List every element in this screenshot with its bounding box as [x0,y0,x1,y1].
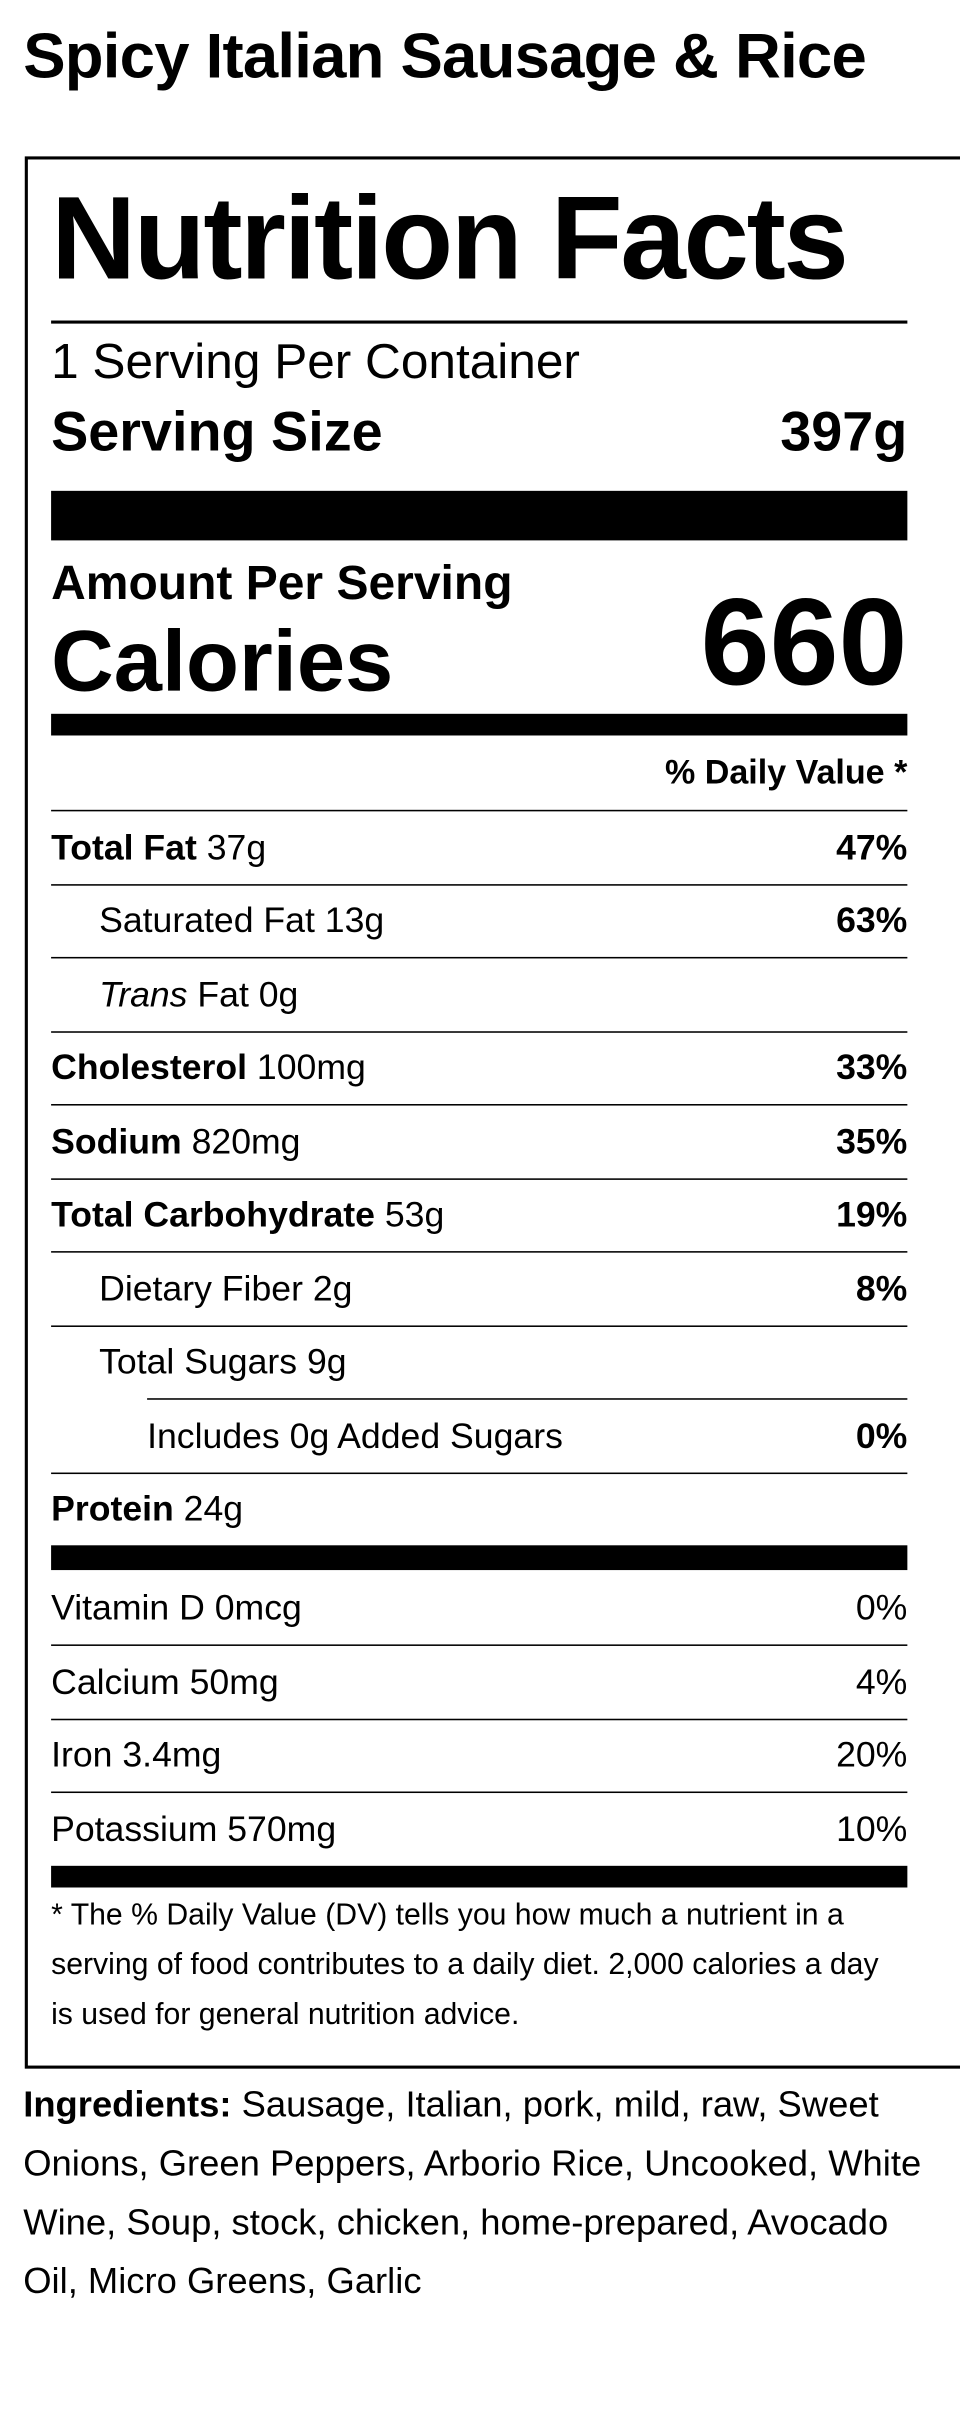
daily-value: 35% [836,1120,908,1161]
nutrient-row: Dietary Fiber 2g 8% [51,1251,907,1325]
nutrient-name: Includes 0g Added Sugars [147,1414,563,1456]
nutrient-info: Calcium 50mg [51,1661,279,1703]
nutrient-info: Saturated Fat 13g [99,900,384,942]
daily-value: 63% [836,900,908,941]
label-heading: Nutrition Facts [51,159,908,324]
nutrient-row: Iron 3.4mg 20% [51,1717,908,1792]
nutrient-info: Includes 0g Added Sugars [147,1415,563,1457]
divider [51,1545,908,1571]
divider [51,713,908,736]
nutrient-name: Vitamin D [51,1586,205,1627]
nutrient-amount: 37g [206,826,267,867]
calories: Calories 660 [51,580,907,710]
nutrient-amount: 570mg [227,1808,337,1849]
daily-value: 19% [836,1194,908,1235]
nutrient-amount: 0g [258,973,299,1014]
nutrient-name: Total Fat [51,826,197,867]
nutrient-row: Protein 24g [51,1471,908,1546]
nutrient-name: Fat [197,973,249,1014]
nutrient-info: Total Carbohydrate 53g [51,1194,444,1236]
nutrient-amount: 0mcg [214,1586,302,1627]
nutrition-label: Nutrition Facts 1 Serving Per Container … [24,156,960,2069]
daily-value: 33% [836,1047,908,1088]
divider [51,1865,908,1887]
vitamins: Vitamin D 0mcg 0% Calcium 50mg 4% Iron 3.4mg… [51,1570,907,1865]
daily-value: 0% [855,1586,908,1627]
nutrient-name: Protein [51,1488,174,1529]
nutrient-info: Iron 3.4mg [51,1735,221,1777]
nutrient-row: Includes 0g Added Sugars 0% [147,1398,907,1472]
nutrient-name: Sodium [51,1120,182,1161]
nutrient-amount: 3.4mg [122,1734,222,1775]
nutrient-row: Cholesterol 100mg 33% [51,1030,907,1104]
amount-per-serving: Amount Per Serving [51,555,513,611]
nutrient-name: Total Carbohydrate [51,1194,375,1235]
footnote: * The % Daily Value (DV) tells you how m… [51,1897,879,2031]
nutrient-row: Sodium 820mg 35% [51,1104,907,1178]
daily-value-header: % Daily Value * [664,752,908,792]
daily-value: 8% [855,1267,908,1309]
nutrient-row: Calcium 50mg 4% [51,1644,907,1718]
nutrient-row: Saturated Fat 13g 63% [51,883,907,957]
nutrient-row: Total Carbohydrate 53g 19% [51,1177,908,1252]
nutrient-info: Vitamin D 0mcg [51,1586,302,1628]
nutrient-row: Potassium 570mg 10% [51,1791,907,1865]
daily-value: 10% [836,1808,908,1849]
nutrient-info: Sodium 820mg [51,1121,300,1163]
serving-size-value: 397g [780,399,908,463]
calories-value: 660 [700,572,908,711]
nutrient-amount: 53g [384,1194,445,1235]
divider [51,490,908,541]
nutrient-amount: 820mg [191,1120,301,1161]
ingredients-text: Sausage, Italian, pork, mild, raw, Sweet… [23,2084,922,2301]
nutrient-amount: 9g [306,1341,347,1382]
nutrients: Total Fat 37g 47% Saturated Fat 13g 63% Tran… [51,809,908,1546]
nutrient-info: Total Fat 37g [51,826,266,868]
nutrient-name: Cholesterol [51,1047,248,1088]
nutrient-name: Saturated Fat [99,900,315,941]
nutrient-row: Total Fat 37g 47% [51,809,908,884]
nutrient-row: Total Sugars 9g [51,1324,908,1399]
nutrient-name: Dietary Fiber [99,1267,303,1309]
recipe-title: Spicy Italian Sausage & Rice [23,20,867,92]
nutrient-row: Vitamin D 0mcg 0% [51,1570,907,1644]
nutrient-info: Cholesterol 100mg [51,1047,366,1089]
nutrient-amount: 13g [324,900,385,941]
calories-label: Calories [51,611,394,710]
ingredients: Ingredients: Sausage, Italian, pork, mil… [23,2075,937,2310]
nutrient-info: Dietary Fiber 2g [99,1268,352,1310]
nutrient-info: Trans Fat 0g [99,974,298,1016]
nutrient-info: Potassium 570mg [51,1808,336,1850]
nutrient-name-italic: Trans [99,973,188,1014]
label-body: Nutrition Facts 1 Serving Per Container … [51,159,907,2038]
nutrient-name: Total Sugars [99,1341,298,1382]
ingredients-label: Ingredients: [23,2084,232,2125]
nutrient-amount: 2g [312,1267,353,1309]
nutrient-info: Protein 24g [51,1488,243,1530]
nutrient-info: Total Sugars 9g [99,1341,347,1383]
serving-size-label: Serving Size [51,399,383,463]
nutrient-amount: 24g [183,1488,244,1529]
daily-value: 47% [836,826,908,867]
daily-value: 0% [855,1414,908,1456]
nutrient-name: Iron [51,1734,113,1775]
nutrient-name: Calcium [51,1661,180,1702]
nutrient-amount: 50mg [189,1661,279,1702]
servings: 1 Serving Per Container [51,332,580,389]
nutrient-amount: 100mg [256,1047,366,1088]
serving-size: Serving Size 397g [51,398,907,466]
nutrient-name: Potassium [51,1808,218,1849]
daily-value: 20% [836,1734,908,1775]
daily-value: 4% [855,1661,908,1702]
nutrient-row: Trans Fat 0g [51,956,908,1031]
